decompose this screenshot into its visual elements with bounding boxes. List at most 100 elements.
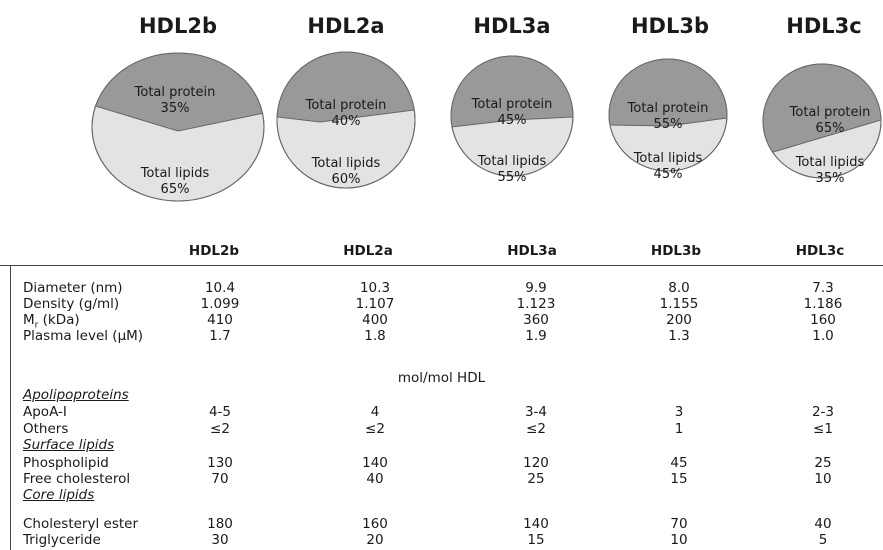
table-cell: 1.107: [355, 296, 395, 312]
row-label: Cholesteryl ester: [23, 516, 139, 532]
table-row-apoa-i: ApoA-I 4-5 4 3-4 3 2-3: [23, 404, 883, 420]
table-row-triglyceride: Triglyceride 30 20 15 10 5: [23, 532, 883, 548]
table-cell: 120: [523, 455, 549, 471]
column-header-hdl2b: HDL2b: [188, 243, 240, 259]
pie-value-label-lipids: 45%: [654, 167, 683, 182]
pie-value-label-lipids: 60%: [332, 172, 361, 187]
table-row-diameter: Diameter (nm) 10.4 10.3 9.9 8.0 7.3: [23, 280, 883, 296]
table-cell: 160: [362, 516, 388, 532]
table-cell: 1.0: [812, 328, 834, 344]
table-cell: 1.123: [516, 296, 556, 312]
row-label: Plasma level (μM): [23, 328, 144, 344]
table-cell: 70: [211, 471, 229, 487]
table-cell: 160: [810, 312, 836, 328]
row-label: Others: [23, 421, 69, 437]
table-cell: 410: [207, 312, 233, 328]
pie-label-lipids: Total lipids: [633, 151, 703, 166]
pie-slice-divider: [92, 104, 264, 132]
table-cell: 40: [814, 516, 832, 532]
row-label: Phospholipid: [23, 455, 109, 471]
table-cell: 20: [366, 532, 384, 548]
pie-outline: [608, 58, 728, 172]
row-label: ApoA-I: [23, 404, 67, 420]
column-header-hdl3c: HDL3c: [795, 243, 845, 259]
pie-label-lipids: Total lipids: [477, 154, 547, 169]
section-heading-core-lipids: Core lipids: [23, 487, 883, 503]
table-cell: 40: [366, 471, 384, 487]
pie-slice-divider: [451, 116, 573, 128]
row-label: Mr (kDa): [23, 312, 80, 334]
pie-outline: [450, 55, 574, 177]
pie-value-label-protein: 35%: [161, 101, 190, 116]
table-cell: 25: [814, 455, 832, 471]
table-cell: 1.155: [659, 296, 699, 312]
pie-value-label-protein: 65%: [816, 121, 845, 136]
table-cell: 15: [670, 471, 688, 487]
pie-label-lipids: Total lipids: [795, 155, 865, 170]
table-row-phospholipid: Phospholipid 130 140 120 45 25: [23, 455, 883, 471]
table-cell: 1.9: [525, 328, 547, 344]
table-cell: 1.099: [200, 296, 240, 312]
table-cell: 4: [370, 404, 380, 420]
column-header-hdl3a: HDL3a: [507, 243, 557, 259]
table-cell: 15: [527, 532, 545, 548]
row-label: Density (g/ml): [23, 296, 120, 312]
pie-label-protein: Total protein: [627, 101, 709, 116]
pie-title-hdl3b: HDL3b: [630, 14, 710, 38]
pie-value-label-protein: 40%: [332, 114, 361, 129]
table-cell: 1.8: [364, 328, 386, 344]
table-cell: ≤1: [813, 421, 833, 437]
table-cell: 180: [207, 516, 233, 532]
table-row-mr: Mr (kDa) 410 400 360 200 160: [23, 312, 883, 331]
pie-outline: [276, 51, 416, 189]
pie-slice-total-protein: [763, 64, 881, 153]
pie-value-label-protein: 45%: [498, 113, 527, 128]
section-label: Apolipoproteins: [23, 387, 129, 403]
table-cell: 5: [818, 532, 828, 548]
pie-value-label-lipids: 55%: [498, 170, 527, 185]
pie-title-hdl2a: HDL2a: [307, 14, 385, 38]
pie-label-protein: Total protein: [789, 105, 871, 120]
pie-slice-divider: [610, 117, 727, 127]
table-cell: ≤2: [365, 421, 385, 437]
table-cell: 2-3: [811, 404, 835, 420]
row-label: Triglyceride: [23, 532, 101, 548]
section-label: Surface lipids: [23, 437, 115, 453]
pie-label-protein: Total protein: [305, 98, 387, 113]
table-cell: 360: [523, 312, 549, 328]
table-cell: 10.4: [204, 280, 236, 296]
pie-outline: [91, 52, 265, 202]
table-row-plasma-level: Plasma level (μM) 1.7 1.8 1.9 1.3 1.0: [23, 328, 883, 344]
table-cell: 70: [670, 516, 688, 532]
table-cell: ≤2: [210, 421, 230, 437]
pie-label-lipids: Total lipids: [311, 156, 381, 171]
column-header-hdl2a: HDL2a: [343, 243, 393, 259]
pie-slice-divider: [277, 109, 415, 123]
table-row-density: Density (g/ml) 1.099 1.107 1.123 1.155 1…: [23, 296, 883, 312]
column-header-hdl3b: HDL3b: [650, 243, 702, 259]
table-cell: ≤2: [526, 421, 546, 437]
table-cell: 130: [207, 455, 233, 471]
table-cell: 7.3: [812, 280, 834, 296]
pie-title-hdl3a: HDL3a: [473, 14, 551, 38]
table-cell: 25: [527, 471, 545, 487]
pie-value-label-lipids: 35%: [816, 171, 845, 186]
table-cell: 200: [666, 312, 692, 328]
table-cell: 4-5: [208, 404, 232, 420]
pie-value-label-protein: 55%: [654, 117, 683, 132]
pie-title-hdl2b: HDL2b: [138, 14, 218, 38]
table-cell: 9.9: [525, 280, 547, 296]
row-label-rest: (kDa): [38, 312, 80, 328]
section-label: Core lipids: [23, 487, 95, 503]
table-cell: 1.186: [803, 296, 843, 312]
table-cell: 3: [674, 404, 684, 420]
table-cell: 1.3: [668, 328, 690, 344]
table-cell: 10.3: [359, 280, 391, 296]
pie-title-hdl3c: HDL3c: [786, 14, 862, 38]
section-heading-apolipoproteins: Apolipoproteins: [23, 387, 883, 403]
pie-outline: [762, 63, 882, 179]
row-label: Diameter (nm): [23, 280, 123, 296]
table-cell: 1: [674, 421, 684, 437]
row-label: Free cholesterol: [23, 471, 131, 487]
